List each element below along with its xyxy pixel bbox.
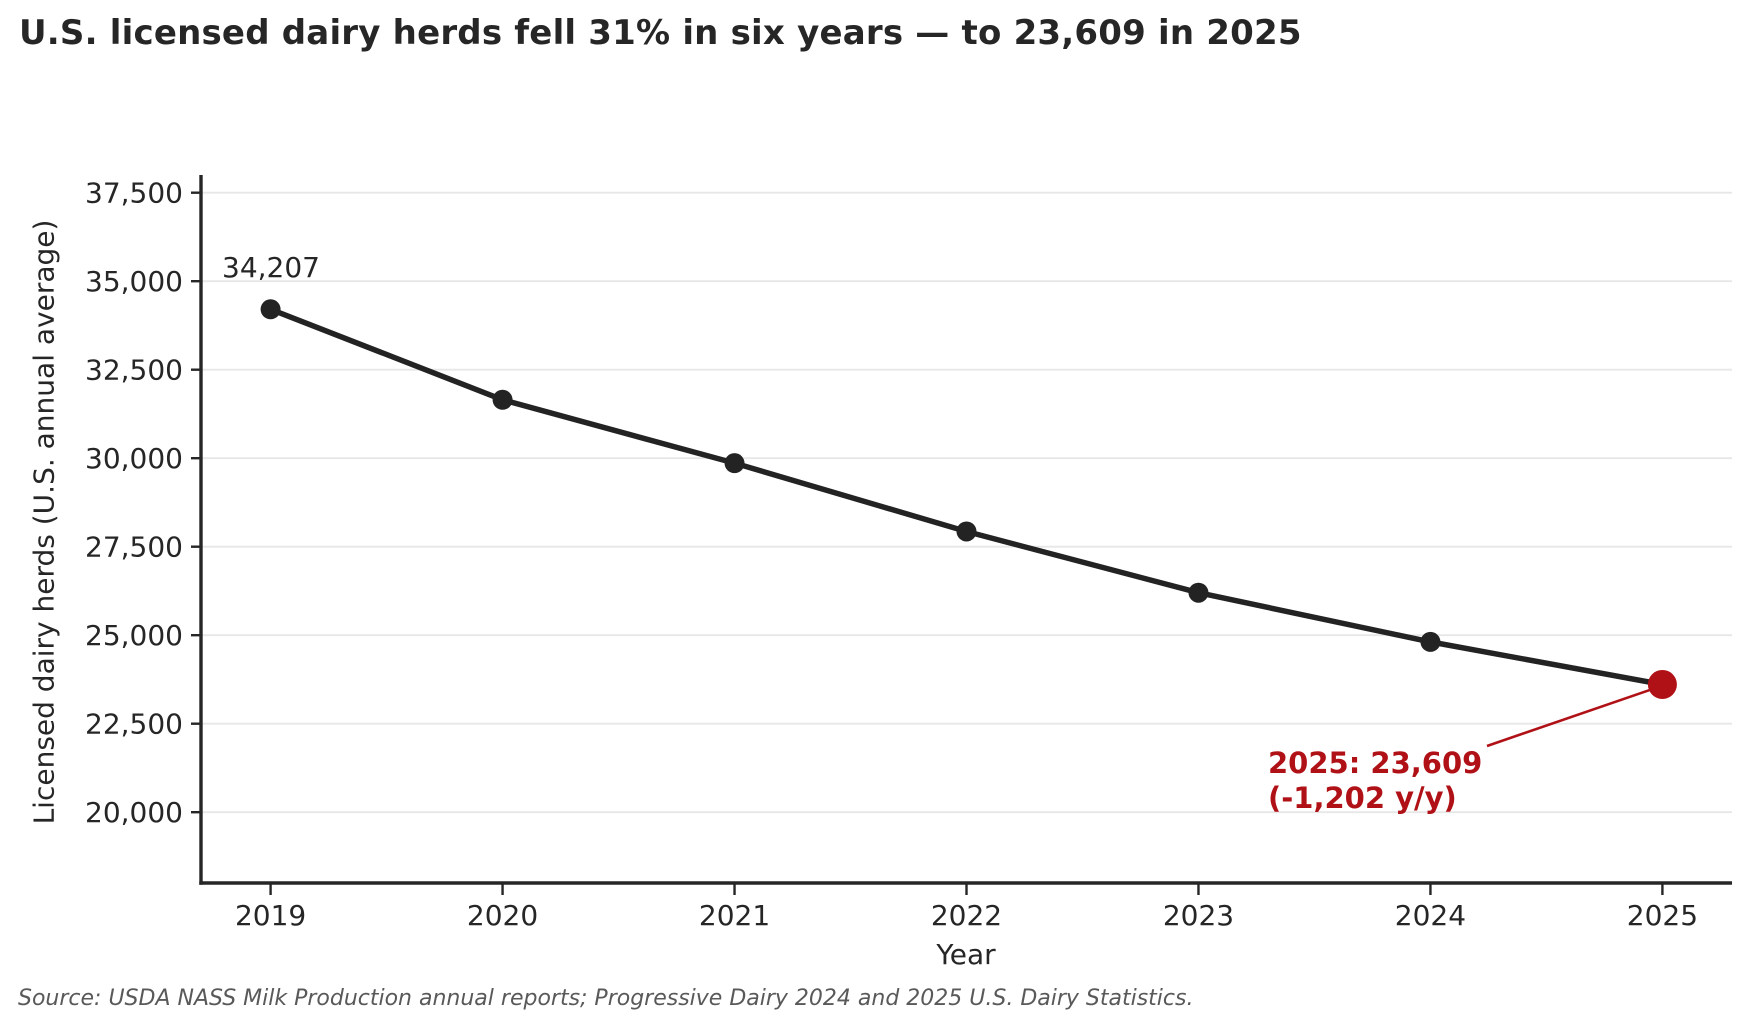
source-note: Source: USDA NASS Milk Production annual… [18, 986, 1194, 1011]
data-point-2024 [1420, 631, 1441, 652]
data-point-2022 [956, 521, 977, 542]
x-tick-label-2023: 2023 [1163, 899, 1234, 932]
data-point-2023 [1188, 582, 1209, 603]
x-tick-label-2019: 2019 [235, 899, 306, 932]
x-tick-label-2021: 2021 [699, 899, 770, 932]
y-axis-title: Licensed dairy herds (U.S. annual averag… [27, 219, 61, 825]
callout-leader-line [1486, 688, 1652, 748]
x-tick-label-2020: 2020 [467, 899, 538, 932]
y-tick-label-20000: 20,000 [85, 796, 183, 829]
data-point-2021 [724, 453, 745, 474]
y-tick-label-35000: 35,000 [85, 265, 183, 298]
trend-line [267, 306, 1666, 688]
callout-line-1: 2025: 23,609 [1268, 746, 1483, 780]
callout-line-2: (-1,202 y/y) [1268, 781, 1457, 815]
y-tick-label-30000: 30,000 [85, 442, 183, 475]
chart-title: U.S. licensed dairy herds fell 31% in si… [19, 13, 1302, 53]
data-point-2019 [260, 299, 281, 320]
x-axis-title: Year [936, 938, 996, 971]
y-tick-label-25000: 25,000 [85, 619, 183, 652]
y-tick-label-22500: 22,500 [85, 708, 183, 741]
data-point-2020 [492, 389, 513, 410]
data-label-2019: 34,207 [222, 251, 320, 284]
y-tick-label-37500: 37,500 [85, 177, 183, 210]
x-tick-label-2022: 2022 [931, 899, 1002, 932]
x-tick-label-2025: 2025 [1627, 899, 1698, 932]
y-tick-label-32500: 32,500 [85, 354, 183, 387]
x-tick-label-2024: 2024 [1395, 899, 1466, 932]
data-point-2025-highlight [1647, 669, 1677, 699]
callout-2025-annotation: 2025: 23,609 (-1,202 y/y) [1268, 746, 1482, 816]
y-tick-label-27500: 27,500 [85, 531, 183, 564]
